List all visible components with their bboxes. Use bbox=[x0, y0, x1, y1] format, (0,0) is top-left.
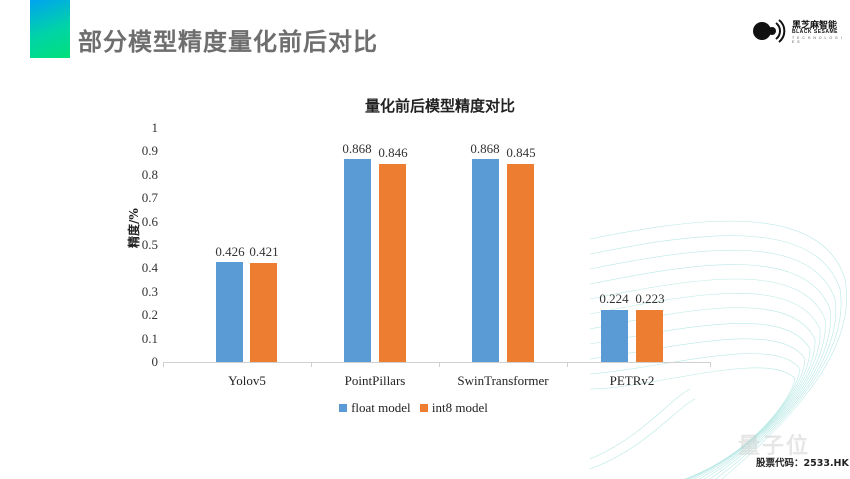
legend-swatch-float bbox=[339, 404, 348, 412]
bar-int8-petrv2 bbox=[636, 310, 663, 362]
chart-legend: float model int8 model bbox=[0, 400, 850, 416]
data-label: 0.223 bbox=[635, 291, 665, 306]
y-tick: 0 bbox=[151, 354, 159, 369]
bar-float-swintransformer bbox=[472, 159, 499, 362]
bar-int8-yolov5 bbox=[250, 263, 277, 362]
y-tick: 0.9 bbox=[141, 143, 158, 158]
legend-label: float model bbox=[351, 400, 411, 415]
watermark-text: 量子位 bbox=[738, 434, 811, 459]
x-category-label: SwinTransformer bbox=[457, 373, 549, 388]
title-accent-block bbox=[30, 0, 70, 58]
y-tick: 0.8 bbox=[141, 167, 158, 182]
x-category-label: PETRv2 bbox=[609, 373, 655, 388]
logo-tagline: T E C H N O L O G I E S bbox=[792, 36, 843, 44]
x-category-label: PointPillars bbox=[344, 373, 406, 388]
data-label: 0.224 bbox=[599, 291, 629, 306]
legend-label: int8 model bbox=[431, 400, 488, 415]
y-tick: 0.5 bbox=[141, 237, 158, 252]
y-tick: 1 bbox=[151, 120, 159, 135]
data-label: 0.868 bbox=[342, 141, 372, 156]
y-tick: 0.6 bbox=[141, 214, 158, 229]
page-title: 部分模型精度量化前后对比 bbox=[78, 28, 378, 56]
y-tick: 0.3 bbox=[141, 284, 158, 299]
y-tick: 0.1 bbox=[141, 331, 158, 346]
y-tick: 0.7 bbox=[141, 190, 158, 205]
logo-name-cn: 黑芝麻智能 bbox=[792, 21, 838, 31]
decorative-wave-lines bbox=[590, 220, 847, 479]
data-label: 0.845 bbox=[506, 145, 536, 160]
x-axis-tick bbox=[567, 362, 568, 367]
legend-item-float: float model bbox=[339, 400, 411, 416]
bar-float-petrv2 bbox=[601, 310, 628, 362]
x-category-label: Yolov5 bbox=[228, 373, 266, 388]
y-tick: 0.4 bbox=[141, 260, 158, 275]
bar-float-pointpillars bbox=[344, 159, 371, 362]
bar-int8-swintransformer bbox=[507, 164, 534, 362]
bar-int8-pointpillars bbox=[379, 164, 406, 362]
legend-item-int8: int8 model bbox=[419, 400, 488, 416]
data-label: 0.868 bbox=[470, 141, 500, 156]
legend-swatch-int8 bbox=[419, 404, 428, 412]
x-axis-tick bbox=[163, 362, 164, 367]
company-logo: 黑芝麻智能 BLACK SESAME T E C H N O L O G I E… bbox=[752, 18, 844, 44]
chart-title: 量化前后模型精度对比 bbox=[364, 97, 515, 115]
logo-name-en: BLACK SESAME bbox=[792, 29, 839, 35]
x-axis-tick bbox=[710, 362, 711, 367]
data-label: 0.846 bbox=[378, 145, 408, 160]
x-axis-tick bbox=[439, 362, 440, 367]
data-label: 0.421 bbox=[249, 244, 279, 259]
x-axis-line bbox=[163, 362, 711, 363]
black-sesame-logo-icon bbox=[753, 19, 786, 43]
x-axis-tick bbox=[311, 362, 312, 367]
data-label: 0.426 bbox=[215, 244, 245, 259]
y-tick: 0.2 bbox=[141, 307, 158, 322]
stock-code: 股票代码：2533.HK bbox=[756, 458, 849, 469]
bar-float-yolov5 bbox=[216, 262, 243, 362]
